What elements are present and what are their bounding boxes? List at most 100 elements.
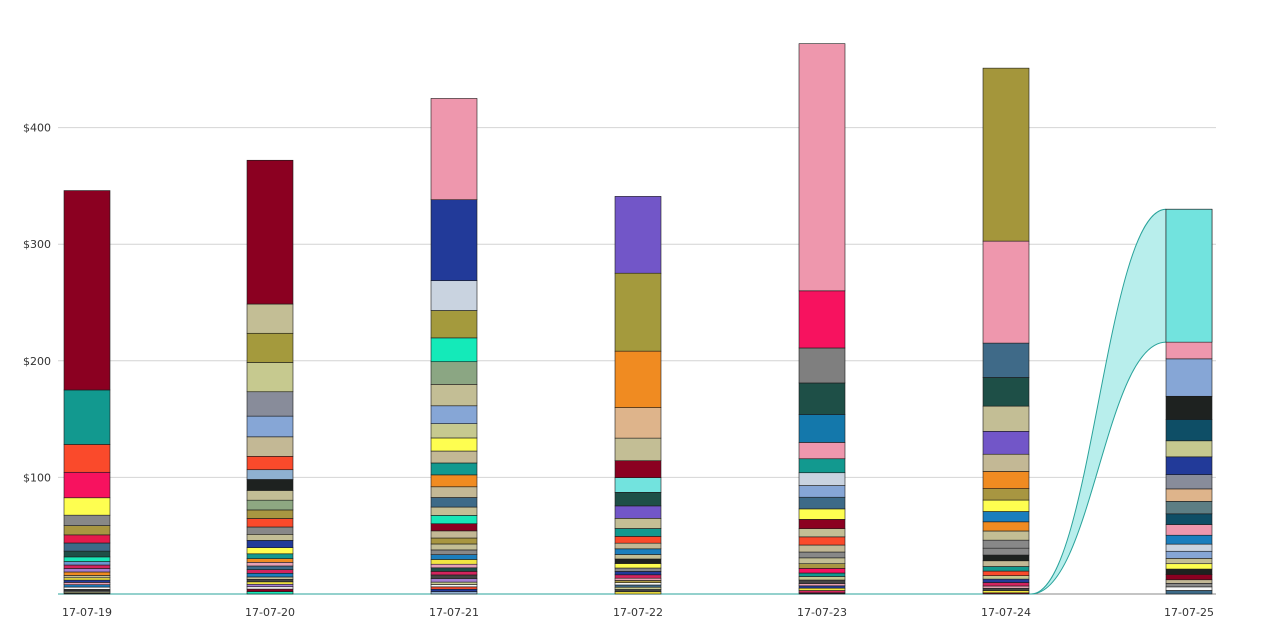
bar-segment[interactable] (246, 469, 294, 480)
bar-segment[interactable] (430, 586, 478, 590)
bar-stack-17-07-19[interactable] (63, 190, 111, 595)
bar-segment[interactable] (63, 389, 111, 445)
bar-segment[interactable] (63, 586, 111, 590)
bar-segment[interactable] (63, 568, 111, 573)
bar-segment[interactable] (63, 471, 111, 499)
bar-segment[interactable] (614, 528, 662, 537)
bar-segment[interactable] (1165, 501, 1213, 515)
bar-segment[interactable] (798, 583, 846, 587)
bar-segment[interactable] (982, 554, 1030, 562)
bar-segment[interactable] (246, 415, 294, 438)
bar-segment[interactable] (246, 572, 294, 578)
bar-segment[interactable] (1165, 583, 1213, 588)
bar-segment[interactable] (246, 490, 294, 501)
bar-segment[interactable] (63, 525, 111, 536)
bar-segment[interactable] (246, 303, 294, 334)
bar-segment[interactable] (246, 547, 294, 555)
bar-segment[interactable] (982, 499, 1030, 512)
bar-segment[interactable] (982, 240, 1030, 344)
bar-segment[interactable] (614, 577, 662, 581)
bar-segment[interactable] (246, 562, 294, 567)
bar-segment[interactable] (246, 332, 294, 363)
bar-segment[interactable] (430, 337, 478, 363)
bar-segment[interactable] (63, 564, 111, 569)
bar-segment[interactable] (430, 543, 478, 551)
bar-segment[interactable] (982, 431, 1030, 455)
bar-segment[interactable] (63, 579, 111, 583)
bar-segment[interactable] (246, 436, 294, 457)
bar-segment[interactable] (1165, 524, 1213, 536)
bar-segment[interactable] (63, 577, 111, 581)
bar-segment[interactable] (63, 542, 111, 552)
bar-segment[interactable] (63, 497, 111, 516)
bar-segment[interactable] (430, 423, 478, 439)
bar-segment[interactable] (614, 542, 662, 550)
bar-segment[interactable] (430, 515, 478, 525)
bar-segment[interactable] (614, 548, 662, 555)
bar-segment[interactable] (982, 453, 1030, 472)
bar-segment[interactable] (982, 530, 1030, 541)
bar-segment[interactable] (1165, 568, 1213, 575)
bar-segment[interactable] (246, 526, 294, 535)
bar-segment[interactable] (614, 477, 662, 493)
bar-segment[interactable] (246, 591, 294, 595)
bar-segment[interactable] (430, 537, 478, 545)
bar-segment[interactable] (430, 571, 478, 576)
bar-segment[interactable] (430, 199, 478, 282)
bar-segment[interactable] (430, 450, 478, 464)
bar-segment[interactable] (1165, 488, 1213, 502)
bar-segment[interactable] (246, 583, 294, 587)
bar-segment[interactable] (614, 272, 662, 352)
bar-segment[interactable] (1165, 563, 1213, 570)
bar-segment[interactable] (430, 530, 478, 539)
bar-segment[interactable] (982, 560, 1030, 567)
bar-stack-17-07-20[interactable] (246, 159, 294, 595)
bar-segment[interactable] (63, 571, 111, 576)
bar-segment[interactable] (798, 382, 846, 415)
bar-segment[interactable] (1165, 586, 1213, 591)
bar-segment[interactable] (614, 407, 662, 439)
bar-segment[interactable] (982, 585, 1030, 589)
bar-segment[interactable] (614, 586, 662, 590)
bar-segment[interactable] (798, 551, 846, 559)
bar-segment[interactable] (982, 575, 1030, 580)
bar-segment[interactable] (63, 550, 111, 558)
bar-segment[interactable] (246, 533, 294, 541)
bar-segment[interactable] (1165, 513, 1213, 525)
bar-segment[interactable] (798, 508, 846, 520)
bar-segment[interactable] (430, 523, 478, 532)
bar-segment[interactable] (798, 590, 846, 594)
bar-segment[interactable] (430, 462, 478, 476)
bar-segment[interactable] (430, 98, 478, 201)
bar-segment[interactable] (798, 519, 846, 530)
bar-segment[interactable] (430, 591, 478, 595)
bar-segment[interactable] (430, 574, 478, 579)
bar-segment[interactable] (614, 492, 662, 507)
bar-segment[interactable] (246, 540, 294, 549)
bar-segment[interactable] (614, 584, 662, 588)
bar-segment[interactable] (430, 497, 478, 508)
bar-segment[interactable] (246, 579, 294, 583)
bar-segment[interactable] (1165, 543, 1213, 552)
bar-segment[interactable] (798, 536, 846, 546)
bar-segment[interactable] (430, 361, 478, 385)
bar-segment[interactable] (63, 582, 111, 586)
bar-segment[interactable] (246, 159, 294, 305)
bar-segment[interactable] (614, 567, 662, 572)
bar-segment[interactable] (430, 486, 478, 498)
bar-segment[interactable] (798, 528, 846, 538)
bar-segment[interactable] (1165, 474, 1213, 490)
bar-segment[interactable] (614, 580, 662, 584)
bar-segment[interactable] (798, 290, 846, 349)
bar-segment[interactable] (246, 509, 294, 519)
bar-segment[interactable] (614, 563, 662, 569)
bar-segment[interactable] (982, 587, 1030, 591)
bar-segment[interactable] (982, 570, 1030, 576)
bar-segment[interactable] (430, 506, 478, 516)
bar-segment[interactable] (614, 536, 662, 544)
bar-segment[interactable] (614, 350, 662, 408)
bar-segment[interactable] (1165, 574, 1213, 581)
bar-segment[interactable] (1165, 534, 1213, 545)
bar-segment[interactable] (1165, 395, 1213, 420)
bar-segment[interactable] (798, 442, 846, 460)
